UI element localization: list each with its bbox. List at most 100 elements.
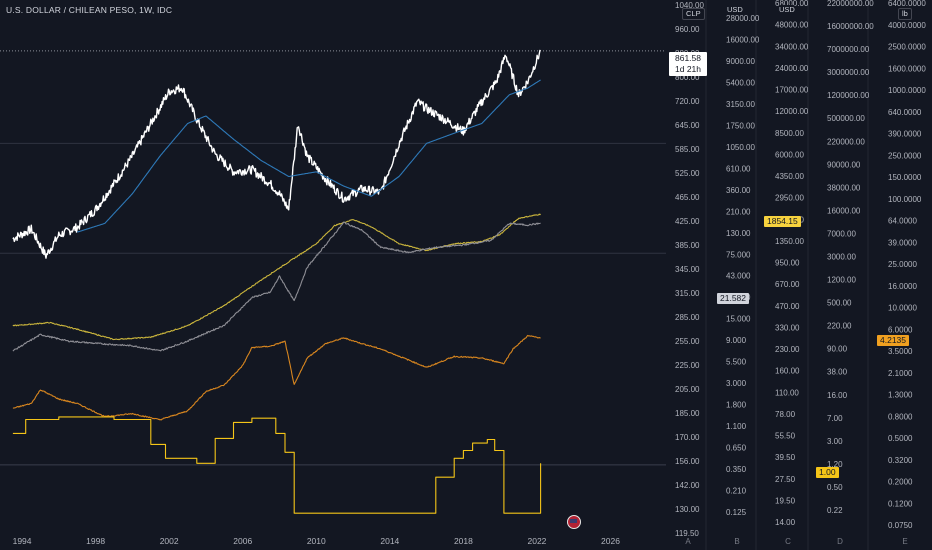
- tick-label-B-12: 950.00: [775, 259, 800, 268]
- tick-label-D-5: 640.0000: [888, 108, 922, 117]
- unit-badge-d[interactable]: lb: [898, 8, 912, 20]
- value-tag-d: 4.2135: [877, 335, 909, 346]
- tick-label-B-8: 4350.00: [775, 172, 804, 181]
- tick-label-A-22: 0.210: [726, 487, 747, 496]
- tick-label-A-20: 0.650: [726, 444, 747, 453]
- tick-label-main-12: 315.00: [675, 289, 700, 298]
- tick-label-main-4: 720.00: [675, 97, 700, 106]
- tick-label-main-22: 119.50: [675, 529, 699, 538]
- tick-label-D-0: 6400.0000: [888, 0, 926, 8]
- tick-label-D-24: 0.0750: [888, 521, 913, 530]
- unit-badge-main[interactable]: CLP: [682, 8, 705, 20]
- x-tick-label-2014: 2014: [380, 536, 399, 546]
- tick-label-main-20: 142.00: [675, 481, 700, 490]
- tick-label-main-16: 205.00: [675, 385, 700, 394]
- tick-label-B-1: 48000.00: [775, 21, 809, 30]
- series-line-3: [12, 221, 541, 352]
- tick-label-main-14: 255.00: [675, 337, 700, 346]
- tick-label-C-0: 22000000.00: [827, 0, 874, 8]
- tick-label-B-4: 17000.00: [775, 86, 809, 95]
- tick-label-A-14: 15.000: [726, 315, 751, 324]
- tick-label-D-15: 6.0000: [888, 325, 913, 334]
- tick-label-B-16: 230.00: [775, 345, 800, 354]
- tick-label-B-3: 24000.00: [775, 64, 809, 73]
- tick-label-B-22: 27.50: [775, 475, 796, 484]
- axis-letter-B: B: [734, 537, 739, 546]
- tick-label-A-0: 28000.00: [726, 14, 760, 23]
- tick-label-B-9: 2950.00: [775, 194, 804, 203]
- tick-label-D-20: 0.5000: [888, 434, 913, 443]
- x-tick-label-2010: 2010: [307, 536, 326, 546]
- tick-label-main-11: 345.00: [675, 265, 700, 274]
- tick-label-main-7: 525.00: [675, 169, 700, 178]
- tick-label-D-16: 3.5000: [888, 347, 913, 356]
- tick-label-D-22: 0.2000: [888, 478, 913, 487]
- tick-label-A-9: 210.00: [726, 207, 751, 216]
- series-line-5: [12, 416, 542, 514]
- tick-label-D-14: 10.0000: [888, 304, 917, 313]
- series-line-4: [12, 334, 541, 421]
- tick-label-main-5: 645.00: [675, 121, 700, 130]
- tick-label-B-23: 19.50: [775, 496, 796, 505]
- tick-label-D-1: 4000.0000: [888, 21, 926, 30]
- tick-label-D-11: 39.0000: [888, 238, 917, 247]
- tick-label-A-23: 0.125: [726, 508, 747, 517]
- tick-label-main-18: 170.00: [675, 433, 700, 442]
- tick-label-A-10: 130.00: [726, 229, 751, 238]
- series-line-1: [77, 79, 541, 233]
- axis-letter-D: D: [837, 537, 843, 546]
- tick-label-C-22: 0.22: [827, 506, 843, 515]
- x-tick-label-2026: 2026: [601, 536, 620, 546]
- tick-label-A-3: 5400.00: [726, 78, 755, 87]
- tick-label-main-0: 1040.00: [675, 1, 704, 10]
- tick-label-B-7: 6000.00: [775, 150, 804, 159]
- series-line-2: [12, 213, 541, 341]
- tick-label-C-21: 0.50: [827, 483, 843, 492]
- tick-label-A-6: 1050.00: [726, 143, 755, 152]
- tick-label-D-13: 16.0000: [888, 282, 917, 291]
- tick-label-B-20: 55.50: [775, 432, 796, 441]
- x-tick-label-2002: 2002: [160, 536, 179, 546]
- tick-label-C-11: 3000.00: [827, 253, 856, 262]
- tick-label-D-18: 1.3000: [888, 391, 913, 400]
- tick-label-D-23: 0.1200: [888, 499, 913, 508]
- axis-letter-A: A: [685, 537, 691, 546]
- tick-label-D-17: 2.1000: [888, 369, 913, 378]
- tick-label-D-4: 1000.0000: [888, 86, 926, 95]
- tick-label-main-1: 960.00: [675, 25, 700, 34]
- bar-countdown: 1d 21h: [675, 64, 701, 74]
- tick-label-C-20: 1.20: [827, 460, 843, 469]
- tick-label-B-2: 34000.00: [775, 42, 809, 51]
- tick-label-D-19: 0.8000: [888, 412, 913, 421]
- series-line-0: [12, 49, 541, 259]
- symbol-title: U.S. DOLLAR / CHILEAN PESO, 1W, IDC: [6, 5, 173, 15]
- tick-label-A-21: 0.350: [726, 465, 747, 474]
- tick-label-A-16: 5.500: [726, 358, 747, 367]
- tick-label-A-8: 360.00: [726, 186, 751, 195]
- tick-label-A-15: 9.000: [726, 336, 747, 345]
- tick-label-D-6: 390.0000: [888, 130, 922, 139]
- tick-label-C-14: 220.00: [827, 322, 852, 331]
- tick-label-A-2: 9000.00: [726, 57, 755, 66]
- tick-label-C-9: 16000.00: [827, 206, 861, 215]
- tick-label-B-18: 110.00: [775, 388, 799, 397]
- tick-label-D-2: 2500.0000: [888, 43, 926, 52]
- x-tick-label-2022: 2022: [527, 536, 546, 546]
- tick-label-C-15: 90.00: [827, 345, 848, 354]
- tick-label-main-19: 156.00: [675, 457, 700, 466]
- tick-label-A-19: 1.100: [726, 422, 747, 431]
- tick-label-B-6: 8500.00: [775, 129, 804, 138]
- tick-label-C-17: 16.00: [827, 391, 848, 400]
- tick-label-main-3: 800.00: [675, 73, 700, 82]
- tick-label-C-6: 220000.00: [827, 137, 865, 146]
- tick-label-A-18: 1.800: [726, 401, 747, 410]
- tick-label-main-8: 465.00: [675, 193, 700, 202]
- tick-label-main-6: 585.00: [675, 145, 700, 154]
- us-flag-icon[interactable]: [567, 515, 581, 529]
- tick-label-A-1: 16000.00: [726, 35, 760, 44]
- x-tick-label-2006: 2006: [233, 536, 252, 546]
- tick-label-A-4: 3150.00: [726, 100, 755, 109]
- unit-badge-b: USD: [779, 5, 795, 15]
- tick-label-A-5: 1750.00: [726, 121, 755, 130]
